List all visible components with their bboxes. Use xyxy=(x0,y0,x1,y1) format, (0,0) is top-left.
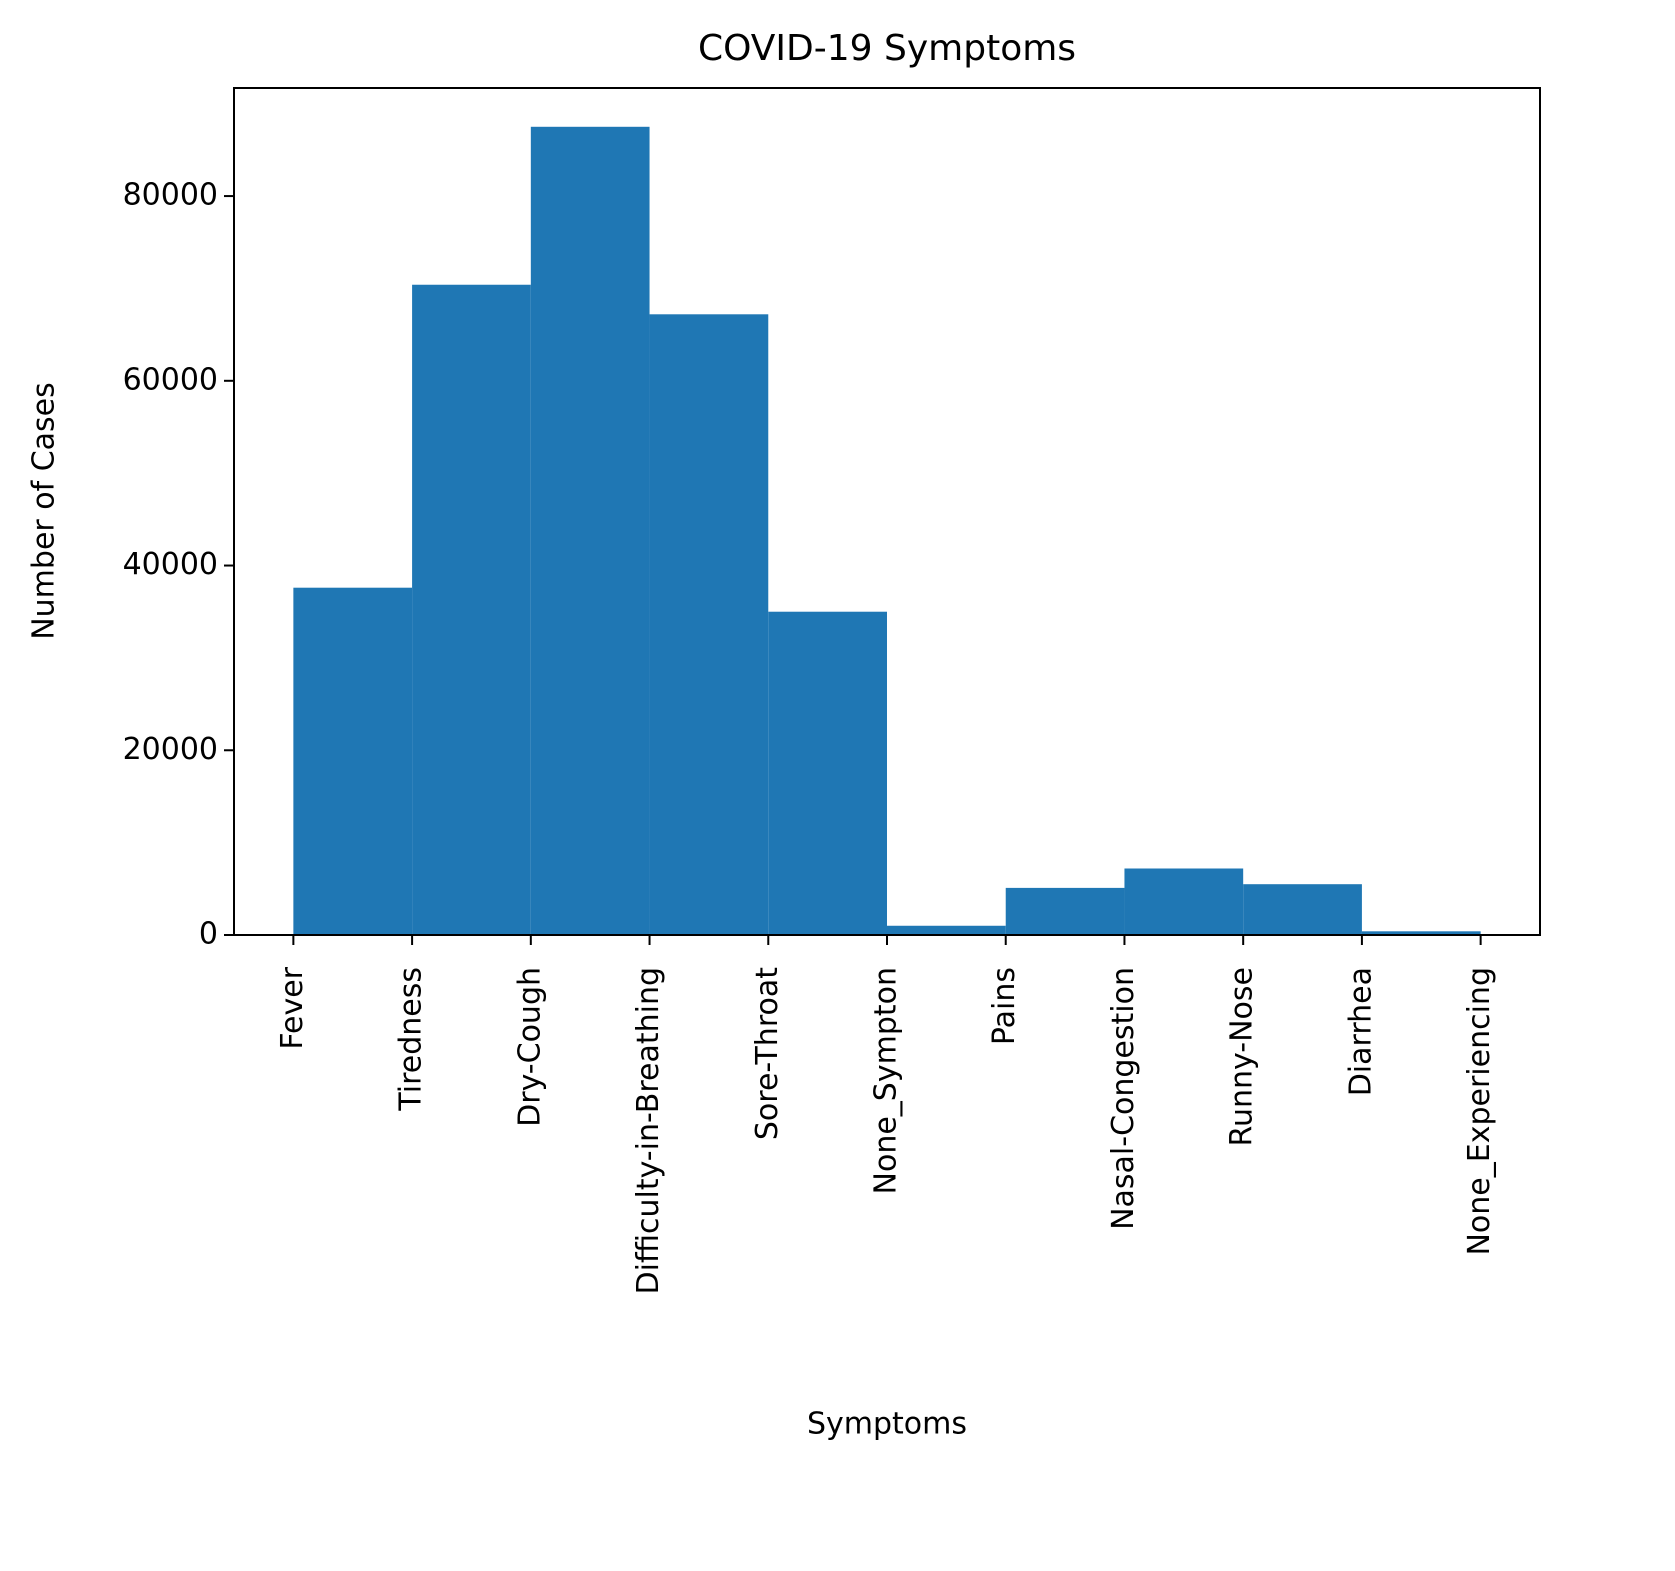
chart-title: COVID-19 Symptoms xyxy=(698,28,1076,69)
y-axis-label: Number of Cases xyxy=(27,382,62,640)
bar xyxy=(1005,887,1125,935)
y-tick-label: 0 xyxy=(199,917,218,952)
bar xyxy=(293,587,413,935)
bar xyxy=(1243,884,1362,935)
x-tick-label: None_Experiencing xyxy=(1462,967,1497,1256)
bar xyxy=(530,126,650,936)
y-tick-label: 80000 xyxy=(123,178,218,213)
bar xyxy=(887,925,1006,935)
x-tick-label: Runny-Nose xyxy=(1225,967,1260,1146)
x-tick-label: Dry-Cough xyxy=(512,967,547,1127)
x-tick-label: None_Sympton xyxy=(869,967,904,1194)
bar xyxy=(649,314,769,935)
x-tick-label: Fever xyxy=(275,966,310,1049)
y-tick-label: 40000 xyxy=(123,547,218,582)
bar xyxy=(412,284,531,935)
x-tick-label: Sore-Throat xyxy=(750,967,785,1140)
x-tick-label: Difficulty-in-Breathing xyxy=(631,967,666,1294)
x-tick-label: Nasal-Congestion xyxy=(1106,967,1141,1230)
x-tick-label: Tiredness xyxy=(394,967,429,1112)
bar xyxy=(1124,868,1244,935)
x-axis-label: Symptoms xyxy=(807,1407,967,1442)
y-tick-label: 20000 xyxy=(123,732,218,767)
bar xyxy=(768,611,887,935)
x-tick-label: Diarrhea xyxy=(1343,967,1378,1096)
y-tick-label: 60000 xyxy=(123,362,218,397)
x-tick-label: Pains xyxy=(987,967,1022,1045)
bar xyxy=(1361,931,1481,935)
